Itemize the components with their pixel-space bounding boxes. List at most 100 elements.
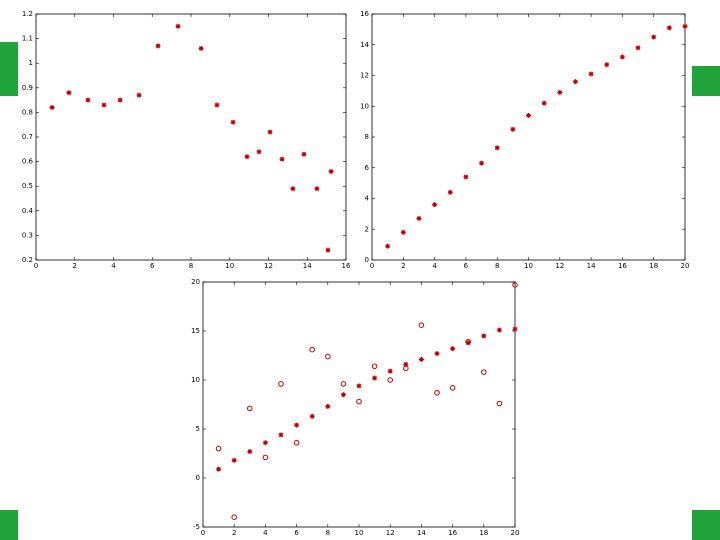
point: [557, 89, 563, 95]
y-tick-label: 4: [365, 195, 370, 203]
point: [403, 361, 409, 367]
x-tick-label: 14: [587, 262, 596, 270]
point: [447, 189, 453, 195]
point: [572, 79, 578, 85]
point: [465, 338, 472, 345]
y-tick-label: 15: [191, 327, 200, 335]
point: [387, 377, 394, 383]
point: [372, 375, 378, 381]
point: [400, 229, 406, 235]
x-tick-label: 20: [681, 262, 690, 270]
point: [450, 346, 456, 352]
point: [666, 25, 672, 31]
point: [278, 381, 284, 387]
point: [294, 422, 300, 428]
x-tick-label: 14: [303, 262, 312, 270]
point: [604, 62, 610, 68]
point: [682, 23, 688, 29]
y-tick-label: 0: [365, 256, 369, 264]
point: [290, 186, 296, 192]
x-tick-label: 12: [386, 529, 395, 537]
point: [117, 97, 123, 103]
x-tick-label: 0: [370, 262, 374, 270]
x-tick-label: 16: [448, 529, 457, 537]
x-tick-label: 18: [649, 262, 658, 270]
decoration: [0, 510, 18, 540]
point: [214, 102, 220, 108]
point: [432, 202, 438, 208]
point: [101, 102, 107, 108]
point: [434, 351, 440, 357]
y-tick-label: 16: [360, 10, 369, 18]
x-tick-label: 2: [401, 262, 405, 270]
point: [256, 149, 262, 155]
point: [496, 327, 502, 333]
x-tick-label: 8: [189, 262, 193, 270]
point: [325, 353, 331, 360]
x-tick-label: 16: [342, 262, 351, 270]
y-tick-label: 0.2: [22, 256, 33, 264]
y-tick-label: 10: [191, 376, 200, 384]
x-tick-label: 10: [225, 262, 234, 270]
point: [619, 54, 625, 60]
point: [325, 247, 331, 253]
plot-frame: [371, 13, 686, 261]
point: [314, 186, 320, 192]
y-tick-label: 0.3: [22, 231, 33, 239]
x-tick-label: 2: [232, 529, 236, 537]
y-tick-label: 2: [365, 225, 369, 233]
point: [510, 126, 516, 132]
x-tick-label: 4: [111, 262, 116, 270]
y-tick-label: 8: [365, 133, 369, 141]
x-tick-label: 20: [511, 529, 520, 537]
point: [434, 389, 440, 396]
x-tick-label: 6: [150, 262, 155, 270]
x-tick-label: 0: [34, 262, 38, 270]
point: [340, 381, 347, 387]
x-tick-label: 10: [524, 262, 533, 270]
point: [465, 340, 471, 346]
point: [496, 400, 503, 407]
y-tick-label: 0: [196, 474, 200, 482]
y-tick-label: 0.4: [22, 207, 34, 215]
point: [356, 398, 362, 405]
point: [262, 440, 268, 446]
point: [481, 369, 487, 375]
point: [494, 145, 500, 151]
y-tick-label: 1.2: [22, 10, 33, 18]
point: [49, 104, 55, 110]
point: [247, 405, 253, 412]
point: [155, 43, 161, 49]
y-tick-label: 6: [365, 164, 370, 172]
x-tick-label: 10: [355, 529, 364, 537]
y-tick-label: 0.6: [22, 158, 34, 166]
point: [328, 168, 334, 174]
point: [231, 457, 237, 463]
decoration: [0, 42, 18, 96]
decoration: [692, 510, 720, 540]
point: [231, 514, 237, 521]
point: [136, 92, 142, 98]
point: [278, 432, 284, 438]
y-tick-label: -5: [193, 523, 200, 531]
point: [588, 71, 594, 77]
point: [541, 100, 547, 106]
point: [371, 363, 378, 370]
point: [216, 466, 222, 472]
plot-frame: [202, 281, 516, 528]
point: [512, 326, 518, 332]
y-tick-label: 5: [196, 425, 200, 433]
point: [325, 403, 331, 409]
point: [244, 154, 250, 160]
point: [267, 129, 273, 135]
y-tick-label: 0.9: [22, 84, 33, 92]
point: [279, 156, 285, 162]
y-tick-label: 0.8: [22, 108, 33, 116]
x-tick-label: 6: [464, 262, 469, 270]
point: [301, 151, 307, 157]
point: [449, 385, 456, 391]
y-tick-label: 20: [191, 278, 200, 286]
y-tick-label: 0.7: [22, 133, 33, 141]
point: [418, 356, 424, 362]
point: [651, 34, 657, 40]
